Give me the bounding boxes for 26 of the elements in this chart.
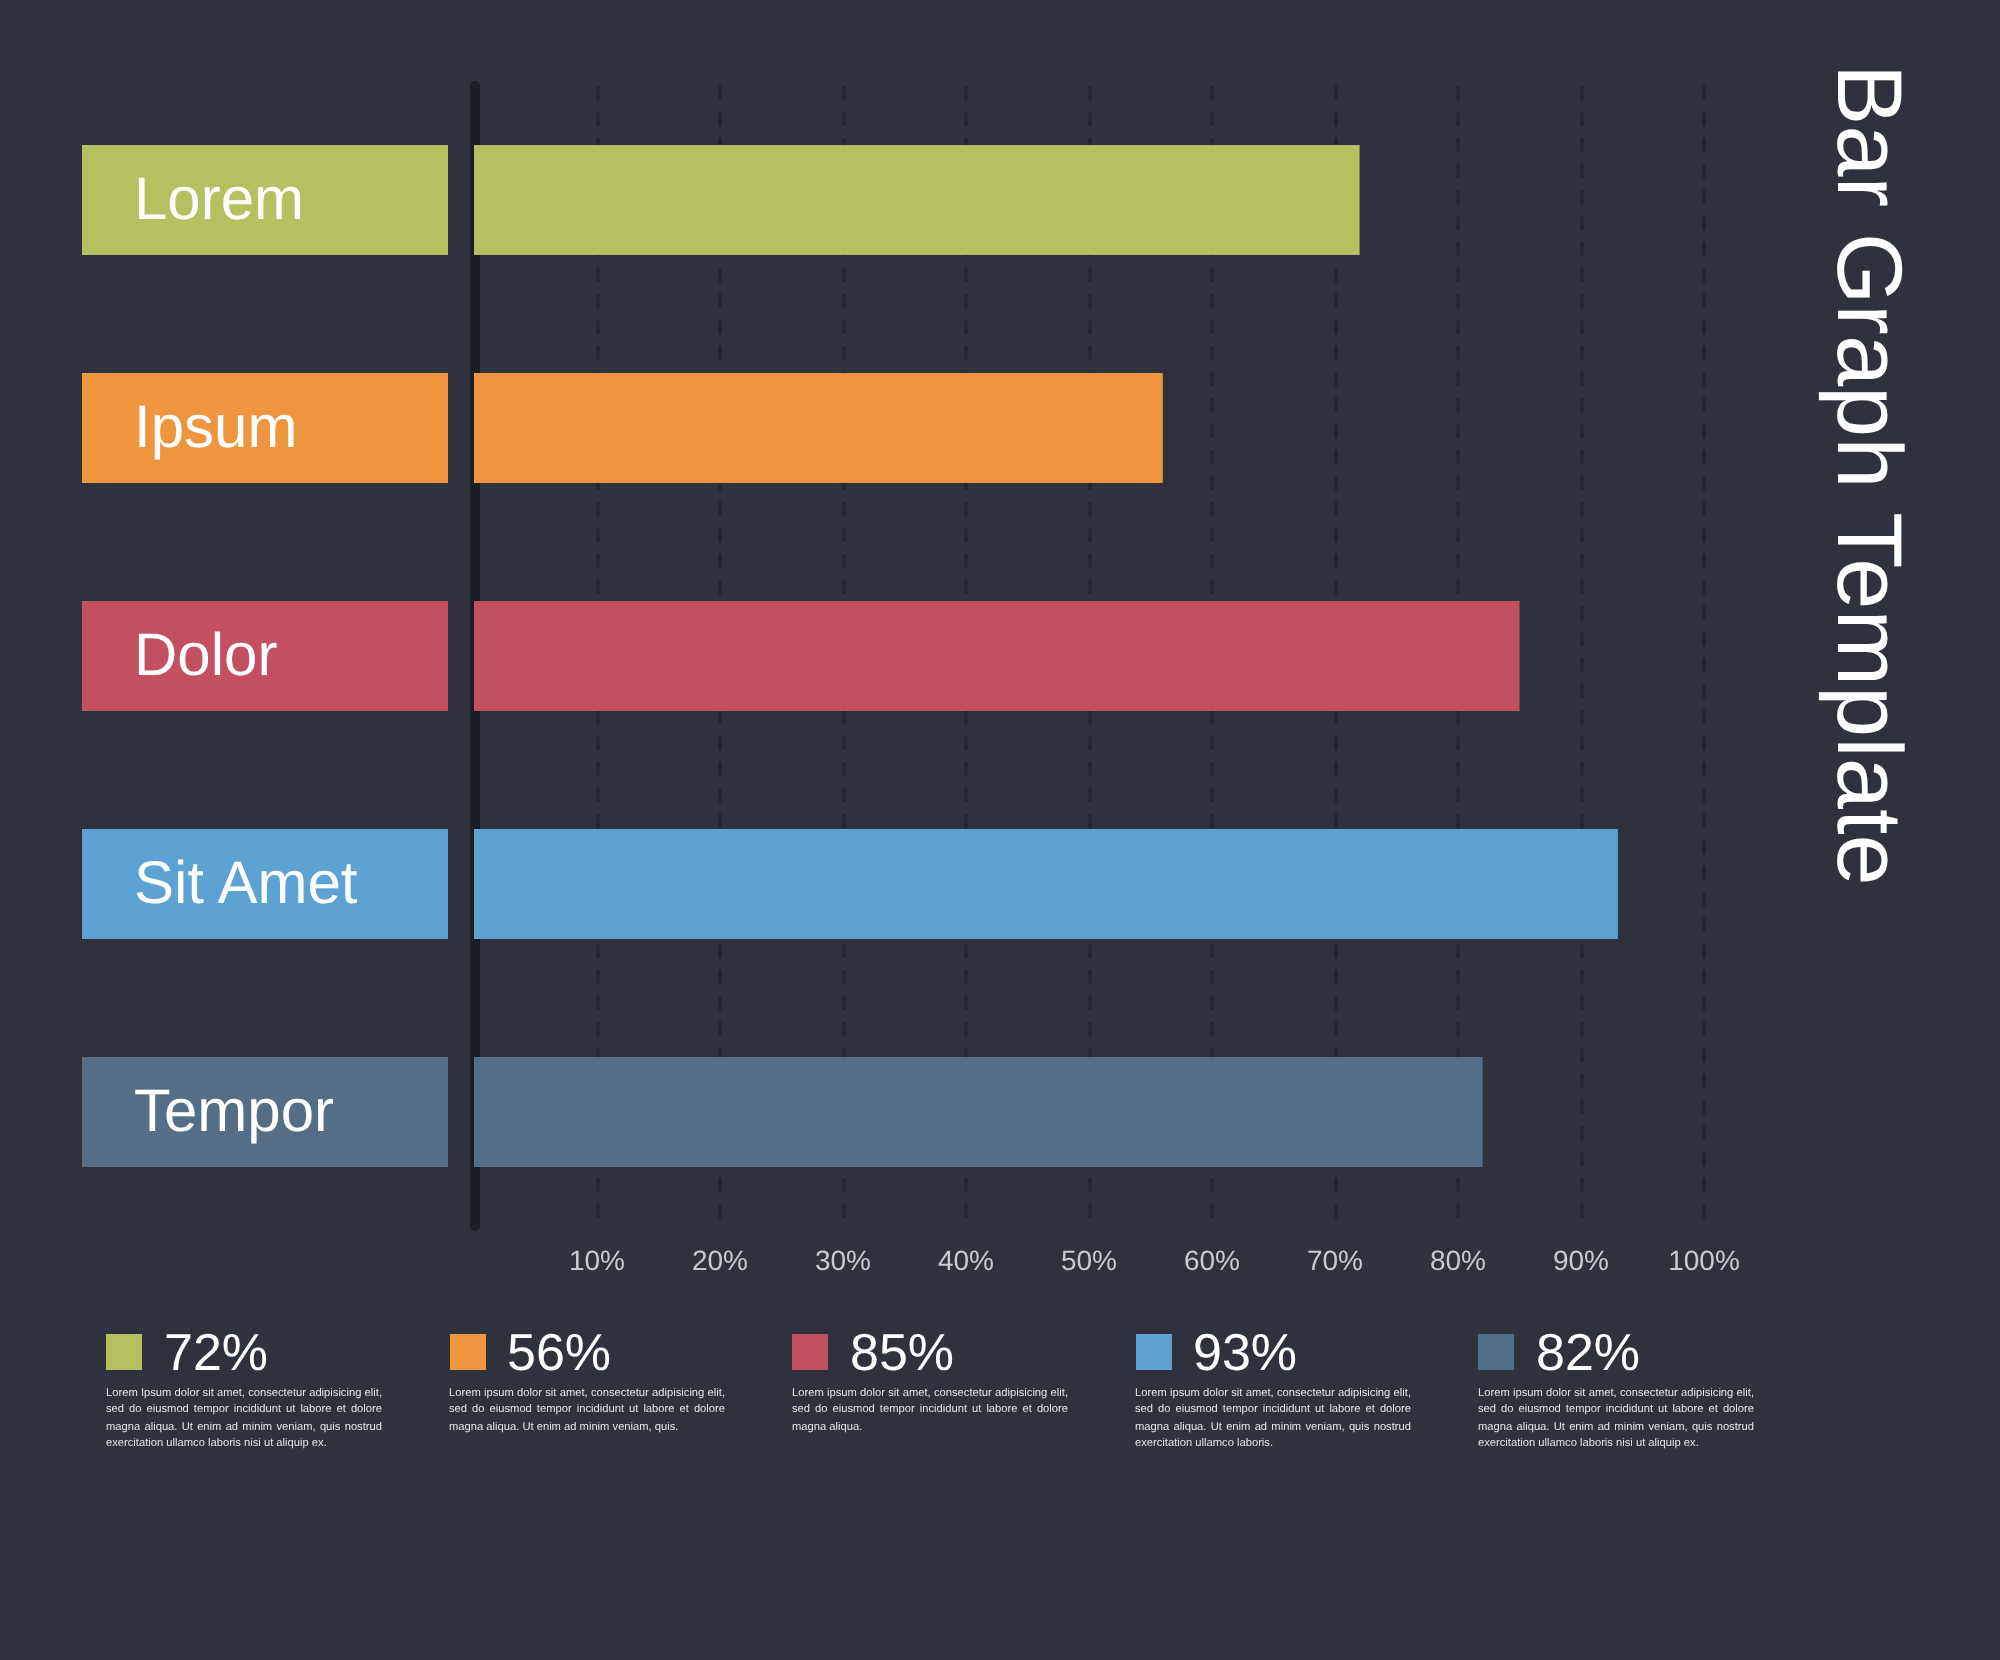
y-tick-label: Sit Amet — [134, 851, 359, 917]
x-tick-label: 100% — [1668, 1244, 1740, 1276]
bar — [474, 601, 1520, 711]
x-tick-label: 90% — [1552, 1244, 1610, 1276]
text: 82% — [1536, 1322, 1641, 1382]
x-tick-label: 40% — [937, 1244, 995, 1276]
x-tick-label: 50% — [1060, 1244, 1118, 1276]
y-tick-label: Ipsum — [134, 395, 298, 461]
text: 72% — [164, 1322, 269, 1382]
x-tick-label: 60% — [1183, 1244, 1241, 1276]
x-tick-label: 20% — [691, 1244, 749, 1276]
bar — [474, 1057, 1483, 1167]
x-tick-label: 80% — [1429, 1244, 1487, 1276]
y-tick-label: Dolor — [134, 623, 278, 689]
y-tick-label: Tempor — [134, 1079, 335, 1145]
y-tick-label: Lorem — [134, 167, 305, 233]
x-tick-label: 30% — [814, 1244, 872, 1276]
text: Bar Graph Template — [1816, 64, 1924, 886]
bar — [474, 145, 1360, 255]
bar — [474, 373, 1163, 483]
bar — [474, 829, 1618, 939]
x-tick-label: 70% — [1306, 1244, 1364, 1276]
text: 93% — [1193, 1322, 1298, 1382]
text: 85% — [850, 1322, 955, 1382]
x-tick-label: 10% — [568, 1244, 626, 1276]
text: 56% — [507, 1322, 612, 1382]
